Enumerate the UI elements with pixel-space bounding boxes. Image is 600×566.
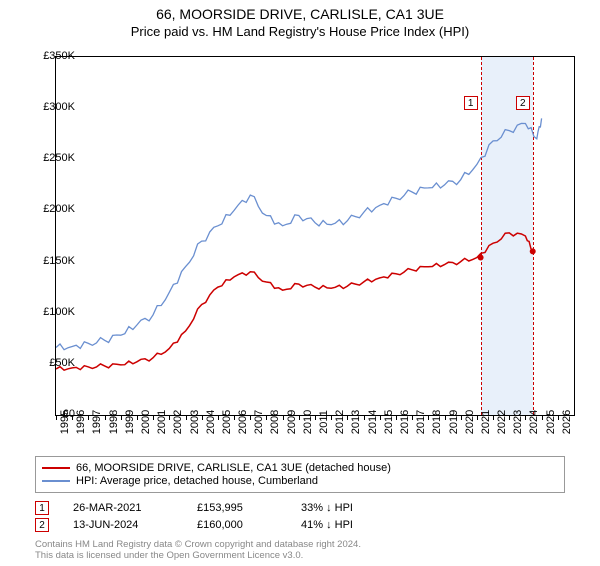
annotation-marker-2: 2	[35, 518, 49, 532]
sale-point-dot	[530, 248, 536, 254]
y-axis-label: £250K	[30, 152, 75, 164]
x-axis-label: 2023	[512, 410, 524, 434]
x-axis-label: 1999	[124, 410, 136, 434]
x-axis-label: 2014	[367, 410, 379, 434]
legend-box: 66, MOORSIDE DRIVE, CARLISLE, CA1 3UE (d…	[35, 456, 565, 493]
x-axis-label: 1995	[59, 410, 71, 434]
annotation-row-2: 2 13-JUN-2024 £160,000 41% ↓ HPI	[35, 518, 565, 532]
x-axis-label: 2020	[464, 410, 476, 434]
annotation-price-1: £153,995	[197, 502, 277, 514]
annotation-price-2: £160,000	[197, 519, 277, 531]
x-axis-label: 2009	[286, 410, 298, 434]
annotation-row-1: 1 26-MAR-2021 £153,995 33% ↓ HPI	[35, 501, 565, 515]
y-axis-label: £200K	[30, 203, 75, 215]
x-axis-label: 2005	[221, 410, 233, 434]
annotation-date-2: 13-JUN-2024	[73, 519, 173, 531]
y-axis-label: £300K	[30, 101, 75, 113]
y-axis-label: £50K	[30, 357, 75, 369]
chart-plot-area: 12	[55, 56, 575, 416]
series-line-property	[56, 233, 533, 370]
legend-row-hpi: HPI: Average price, detached house, Cumb…	[42, 475, 558, 487]
x-axis-label: 2006	[237, 410, 249, 434]
x-axis-label: 1998	[108, 410, 120, 434]
x-axis-label: 2015	[383, 410, 395, 434]
y-axis-label: £150K	[30, 255, 75, 267]
sale-annotations: 1 26-MAR-2021 £153,995 33% ↓ HPI 2 13-JU…	[35, 498, 565, 535]
footer-attribution: Contains HM Land Registry data © Crown c…	[35, 540, 361, 562]
x-axis-label: 2016	[399, 410, 411, 434]
annotation-pct-1: 33% ↓ HPI	[301, 502, 411, 514]
footer-line-2: This data is licensed under the Open Gov…	[35, 550, 303, 561]
x-axis-label: 2021	[480, 410, 492, 434]
x-axis-label: 2008	[269, 410, 281, 434]
x-axis-label: 2007	[253, 410, 265, 434]
chart-title-main: 66, MOORSIDE DRIVE, CARLISLE, CA1 3UE	[0, 6, 600, 22]
x-axis-label: 2019	[448, 410, 460, 434]
x-axis-label: 2017	[415, 410, 427, 434]
legend-label-hpi: HPI: Average price, detached house, Cumb…	[76, 475, 318, 487]
x-axis-label: 2013	[350, 410, 362, 434]
chart-title-sub: Price paid vs. HM Land Registry's House …	[0, 24, 600, 39]
annotation-pct-2: 41% ↓ HPI	[301, 519, 411, 531]
x-axis-label: 2002	[172, 410, 184, 434]
chart-marker-2: 2	[516, 96, 530, 110]
chart-container: 66, MOORSIDE DRIVE, CARLISLE, CA1 3UE Pr…	[0, 6, 600, 566]
x-axis-label: 2022	[496, 410, 508, 434]
footer-line-1: Contains HM Land Registry data © Crown c…	[35, 539, 361, 550]
x-axis-label: 2001	[156, 410, 168, 434]
x-axis-label: 2012	[334, 410, 346, 434]
legend-swatch-hpi	[42, 480, 70, 482]
x-axis-label: 2024	[528, 410, 540, 434]
x-axis-label: 2004	[205, 410, 217, 434]
x-axis-label: 1997	[91, 410, 103, 434]
chart-marker-1: 1	[464, 96, 478, 110]
annotation-date-1: 26-MAR-2021	[73, 502, 173, 514]
x-axis-label: 2011	[318, 410, 330, 434]
x-axis-label: 2010	[302, 410, 314, 434]
series-line-hpi	[56, 118, 542, 349]
sale-point-dot	[478, 254, 484, 260]
legend-label-property: 66, MOORSIDE DRIVE, CARLISLE, CA1 3UE (d…	[76, 462, 391, 474]
x-axis-label: 2025	[545, 410, 557, 434]
legend-row-property: 66, MOORSIDE DRIVE, CARLISLE, CA1 3UE (d…	[42, 462, 558, 474]
y-axis-label: £100K	[30, 306, 75, 318]
x-axis-label: 2000	[140, 410, 152, 434]
y-axis-label: £350K	[30, 50, 75, 62]
annotation-marker-1: 1	[35, 501, 49, 515]
chart-lines-svg	[56, 57, 574, 415]
x-axis-label: 1996	[75, 410, 87, 434]
x-axis-label: 2018	[431, 410, 443, 434]
x-axis-label: 2026	[561, 410, 573, 434]
x-axis-label: 2003	[189, 410, 201, 434]
legend-swatch-property	[42, 467, 70, 469]
